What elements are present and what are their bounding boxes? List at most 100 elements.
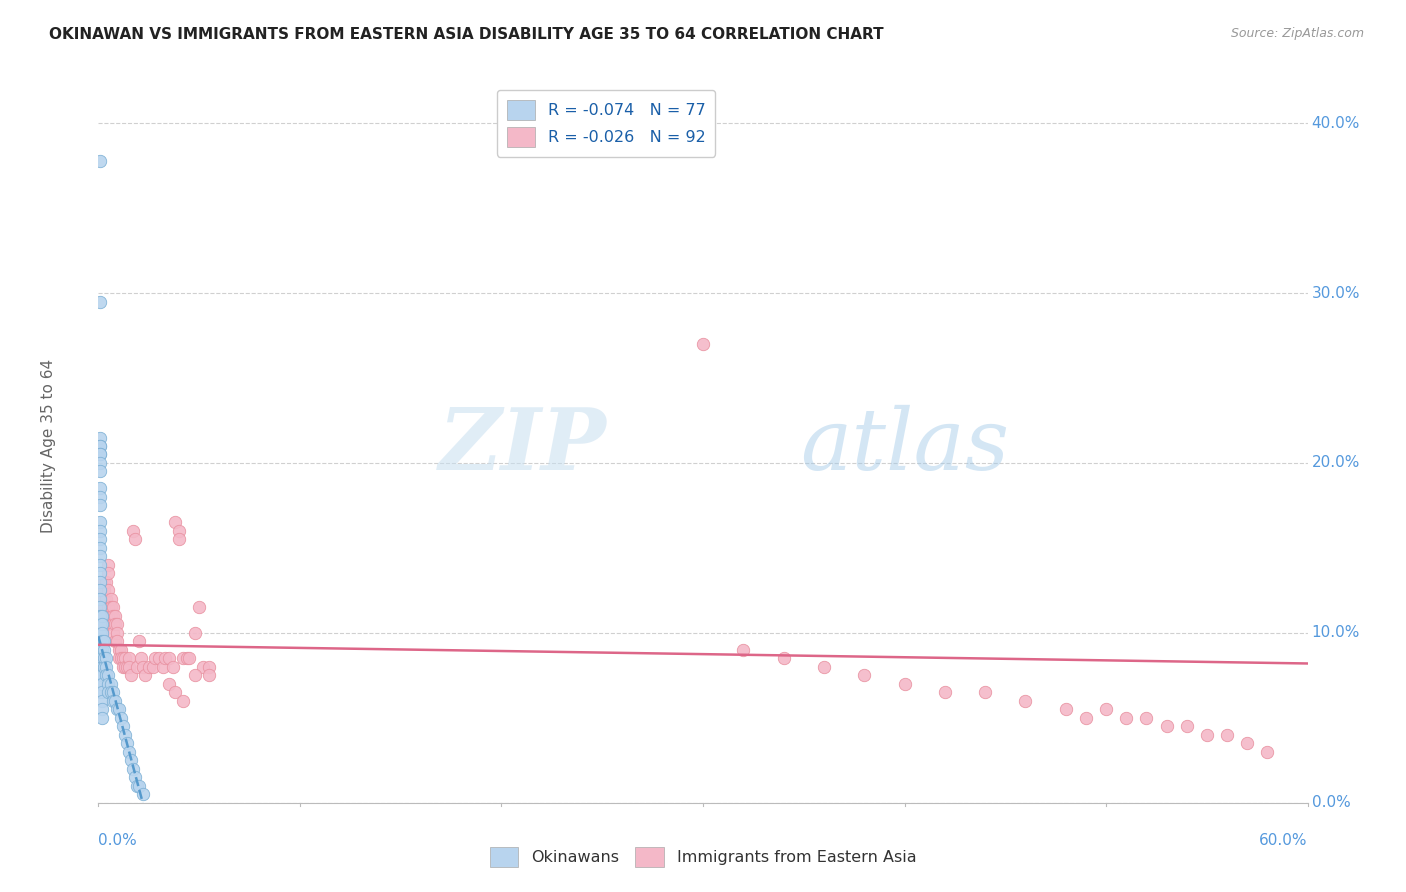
Point [89,660,111,674]
Point [853,668,876,682]
Text: 40.0%: 40.0% [1312,116,1360,131]
Point [974,685,997,699]
Text: 60.0%: 60.0% [1260,833,1308,848]
Point [91,608,114,623]
Point [1236,736,1258,750]
Point [172,651,194,665]
Point [934,685,956,699]
Point [89,516,111,530]
Point [134,668,156,682]
Point [101,608,124,623]
Point [121,524,143,538]
Point [152,660,174,674]
Point [105,617,128,632]
Point [93,660,115,674]
Point [91,677,114,691]
Point [1195,728,1218,742]
Point [93,574,115,589]
Point [89,448,111,462]
Point [148,651,170,665]
Point [103,634,125,648]
Point [124,770,146,784]
Point [128,779,150,793]
Point [1256,745,1278,759]
Point [97,558,120,572]
Point [93,600,115,615]
Point [125,660,148,674]
Point [177,651,201,665]
Text: atlas: atlas [800,405,1010,487]
Point [89,634,111,648]
Point [198,660,221,674]
Point [120,668,142,682]
Point [1175,719,1198,733]
Point [120,753,142,767]
Point [692,337,714,351]
Point [89,626,111,640]
Point [91,608,114,623]
Point [107,702,129,716]
Text: 0.0%: 0.0% [98,833,138,848]
Point [110,651,132,665]
Point [101,694,124,708]
Text: 0.0%: 0.0% [1312,796,1350,810]
Point [89,608,111,623]
Point [89,591,111,606]
Point [118,660,141,674]
Point [97,677,120,691]
Point [97,566,120,581]
Point [1216,728,1239,742]
Point [96,617,118,632]
Point [153,651,176,665]
Point [91,651,114,665]
Point [89,566,111,581]
Text: 10.0%: 10.0% [1312,625,1360,640]
Point [124,533,146,547]
Point [103,617,125,632]
Point [176,651,198,665]
Point [89,643,111,657]
Point [89,465,111,479]
Point [89,558,111,572]
Point [97,608,120,623]
Point [89,583,111,598]
Point [1054,702,1077,716]
Point [91,617,114,632]
Point [89,668,111,682]
Point [91,634,114,648]
Point [89,499,111,513]
Point [125,779,148,793]
Text: Source: ZipAtlas.com: Source: ZipAtlas.com [1230,27,1364,40]
Point [91,685,114,699]
Point [97,583,120,598]
Point [198,668,221,682]
Point [132,787,155,801]
Point [142,660,165,674]
Point [1074,711,1097,725]
Point [129,651,152,665]
Point [162,660,184,674]
Point [118,745,141,759]
Point [96,668,118,682]
Point [110,643,132,657]
Point [813,660,835,674]
Point [89,660,111,674]
Point [184,668,207,682]
Point [128,634,150,648]
Point [103,694,125,708]
Point [1095,702,1118,716]
Point [91,702,114,716]
Point [97,685,120,699]
Point [1156,719,1178,733]
Point [89,533,111,547]
Point [89,294,111,309]
Point [100,600,122,615]
Point [893,677,915,691]
Point [138,660,160,674]
Point [100,677,122,691]
Point [91,711,114,725]
Point [93,583,115,598]
Point [89,574,111,589]
Point [105,626,128,640]
Point [93,591,115,606]
